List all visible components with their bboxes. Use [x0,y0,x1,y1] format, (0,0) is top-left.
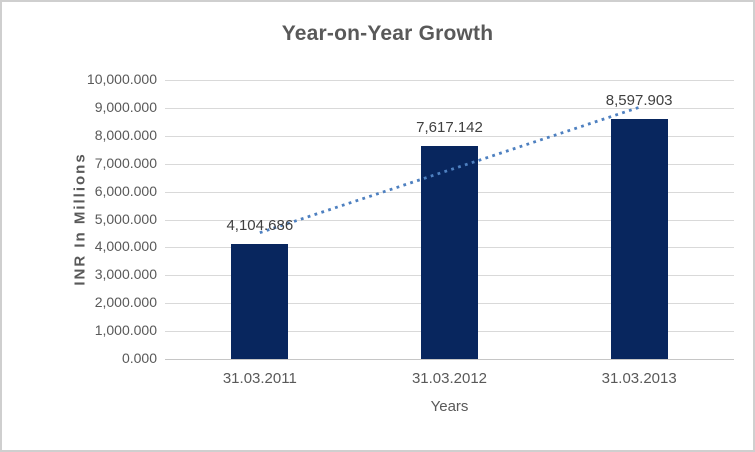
data-label: 8,597.903 [605,92,673,110]
x-tick-label: 31.03.2012 [411,370,488,387]
y-tick-label: 1,000.000 [94,322,157,339]
x-axis-title: Years [430,398,469,415]
y-tick-label: 9,000.000 [94,98,157,115]
data-label: 7,617.142 [416,119,483,137]
gridline [165,80,734,81]
y-tick-label: 0.000 [121,350,157,366]
y-tick-label: 7,000.000 [94,154,157,171]
x-tick-label: 31.03.2011 [222,370,297,387]
y-tick-label: 8,000.000 [94,126,157,143]
bar [421,146,478,359]
bar [231,244,289,359]
data-label: 4,104.686 [226,217,294,235]
y-tick-label: 10,000.000 [86,71,157,87]
y-tick-label: 5,000.000 [94,210,157,227]
y-tick-label: 2,000.000 [94,294,157,311]
x-tick-label: 31.03.2013 [601,370,677,387]
gridline [165,359,734,360]
y-tick-label: 3,000.000 [94,266,157,283]
y-tick-label: 6,000.000 [94,182,157,199]
chart-title: Year-on-Year Growth [281,22,494,45]
bar [610,119,668,359]
y-tick-label: 4,000.000 [94,238,157,255]
